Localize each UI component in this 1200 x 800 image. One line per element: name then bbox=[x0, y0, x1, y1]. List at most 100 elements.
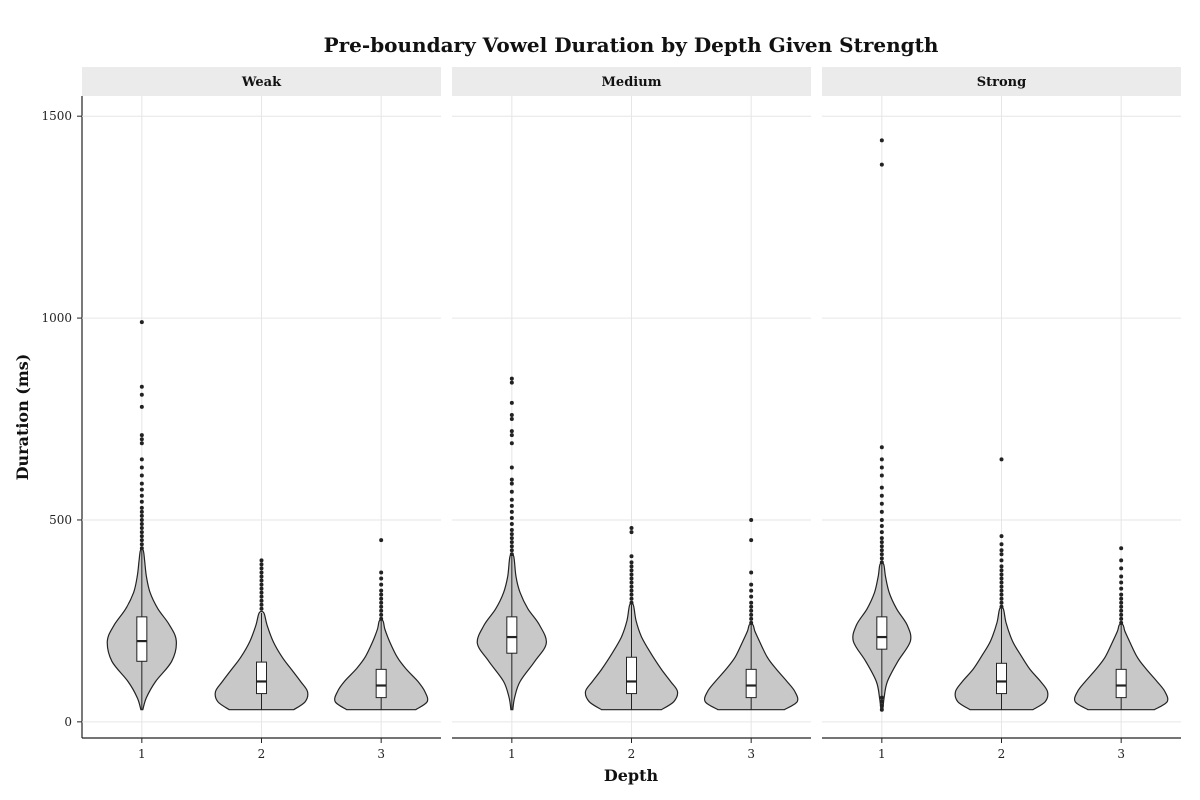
outlier-point bbox=[749, 582, 754, 587]
outlier-point bbox=[509, 503, 514, 508]
outlier-point bbox=[879, 445, 884, 450]
outlier-point bbox=[999, 534, 1004, 539]
violin-group-depth-2 bbox=[584, 526, 679, 711]
outlier-point bbox=[139, 538, 144, 543]
outlier-point bbox=[139, 534, 144, 539]
outlier-point bbox=[509, 522, 514, 526]
outlier-point bbox=[509, 515, 514, 520]
outlier-point bbox=[879, 524, 884, 529]
outlier-point bbox=[509, 412, 514, 417]
panel-strong: Strong 1 2 3 bbox=[822, 67, 1181, 761]
violin-group-depth-3 bbox=[1073, 546, 1169, 711]
facet-strip bbox=[822, 67, 1181, 96]
outlier-point bbox=[509, 489, 514, 494]
outlier-point bbox=[1119, 566, 1124, 571]
outlier-point bbox=[1119, 574, 1124, 579]
facet-strip-label: Strong bbox=[977, 75, 1026, 90]
outlier-point bbox=[259, 558, 264, 563]
outlier-point bbox=[139, 392, 144, 397]
outlier-point bbox=[259, 566, 264, 571]
outlier-point bbox=[259, 602, 264, 607]
outlier-point bbox=[999, 596, 1004, 601]
x-tick-label: 1 bbox=[138, 747, 146, 761]
outlier-point bbox=[879, 544, 884, 549]
outlier-point bbox=[509, 532, 514, 537]
x-tick-label: 3 bbox=[1117, 747, 1125, 761]
outlier-point bbox=[629, 530, 634, 535]
outlier-point bbox=[509, 509, 514, 514]
outlier-point bbox=[259, 606, 264, 611]
outlier-point bbox=[379, 592, 384, 597]
plot-area: 0 500 1000 1500 Weak 1 2 3 Medium 1 2 3 Strong 1 2 3 bbox=[41, 67, 1181, 761]
outlier-point bbox=[629, 568, 634, 573]
violin-group-depth-1 bbox=[476, 376, 547, 711]
outlier-point bbox=[139, 437, 144, 442]
facet-strip-label: Medium bbox=[602, 75, 662, 90]
outlier-point bbox=[509, 481, 514, 486]
outlier-point bbox=[879, 530, 884, 535]
outlier-point bbox=[1119, 580, 1124, 585]
x-tick-label: 2 bbox=[998, 747, 1006, 761]
violin-group-depth-2 bbox=[954, 457, 1049, 711]
outlier-point bbox=[629, 576, 634, 581]
y-tick-label: 500 bbox=[49, 513, 72, 527]
x-tick-label: 3 bbox=[377, 747, 385, 761]
outlier-point bbox=[999, 457, 1004, 462]
outlier-point bbox=[509, 552, 514, 557]
outlier-point bbox=[259, 590, 264, 595]
outlier-point bbox=[509, 400, 514, 405]
outlier-point bbox=[379, 616, 384, 621]
outlier-point bbox=[879, 536, 884, 541]
outlier-point bbox=[1119, 620, 1124, 625]
outlier-point bbox=[509, 380, 514, 385]
outlier-point bbox=[749, 608, 754, 613]
outlier-point bbox=[509, 433, 514, 438]
outlier-point bbox=[629, 588, 634, 593]
box-iqr bbox=[136, 616, 148, 662]
outlier-point bbox=[509, 376, 514, 381]
outlier-point bbox=[139, 493, 144, 498]
outlier-point bbox=[999, 592, 1004, 597]
y-tick-label: 1500 bbox=[41, 109, 72, 123]
x-tick-label: 3 bbox=[747, 747, 755, 761]
outlier-point bbox=[259, 598, 264, 603]
outlier-point bbox=[879, 493, 884, 498]
facet-strip bbox=[452, 67, 811, 96]
outlier-point bbox=[509, 548, 514, 553]
outlier-point bbox=[999, 580, 1004, 585]
outlier-point bbox=[259, 570, 264, 575]
y-tick-label: 1000 bbox=[41, 311, 72, 325]
outlier-point bbox=[139, 433, 144, 438]
outlier-point bbox=[749, 600, 754, 605]
outlier-point bbox=[879, 465, 884, 470]
outlier-point bbox=[1119, 558, 1124, 563]
outlier-point bbox=[139, 465, 144, 470]
violin-group-depth-1 bbox=[106, 320, 177, 711]
outlier-point bbox=[749, 594, 754, 599]
outlier-point bbox=[629, 584, 634, 589]
outlier-point bbox=[139, 457, 144, 462]
outlier-point bbox=[1119, 592, 1124, 597]
outlier-point bbox=[1119, 546, 1124, 551]
violin-group-depth-2 bbox=[214, 558, 309, 711]
box-iqr bbox=[996, 662, 1007, 695]
chart-title: Pre-boundary Vowel Duration by Depth Giv… bbox=[324, 33, 939, 57]
outlier-point bbox=[1119, 604, 1124, 609]
outlier-point bbox=[509, 417, 514, 422]
outlier-point bbox=[879, 560, 884, 565]
outlier-point bbox=[879, 699, 884, 704]
outlier-point bbox=[629, 600, 634, 605]
outlier-point bbox=[999, 604, 1004, 609]
outlier-point bbox=[879, 548, 884, 553]
outlier-point bbox=[139, 513, 144, 518]
outlier-point bbox=[509, 477, 514, 482]
panel-medium: Medium 1 2 3 bbox=[452, 67, 811, 761]
x-tick-label: 1 bbox=[508, 747, 516, 761]
outlier-point bbox=[379, 570, 384, 575]
outlier-point bbox=[749, 538, 754, 543]
outlier-point bbox=[509, 429, 514, 434]
outlier-point bbox=[259, 574, 264, 579]
outlier-point bbox=[879, 703, 884, 708]
outlier-point bbox=[139, 526, 144, 531]
outlier-point bbox=[379, 576, 384, 581]
